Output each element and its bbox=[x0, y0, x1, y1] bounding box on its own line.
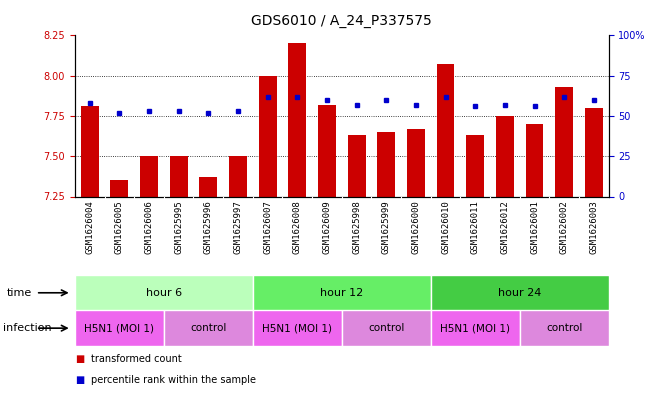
Text: control: control bbox=[546, 323, 583, 333]
Bar bbox=[140, 156, 158, 196]
Text: GSM1626011: GSM1626011 bbox=[471, 200, 480, 254]
Text: GSM1626010: GSM1626010 bbox=[441, 200, 450, 254]
Bar bbox=[431, 275, 609, 310]
Text: GSM1626003: GSM1626003 bbox=[589, 200, 598, 254]
Bar bbox=[75, 275, 253, 310]
Text: GSM1626001: GSM1626001 bbox=[530, 200, 539, 254]
Text: percentile rank within the sample: percentile rank within the sample bbox=[91, 375, 256, 385]
Text: GSM1625997: GSM1625997 bbox=[234, 200, 242, 254]
Bar bbox=[466, 135, 484, 196]
Bar bbox=[342, 310, 431, 346]
Text: GSM1625995: GSM1625995 bbox=[174, 200, 183, 254]
Text: hour 6: hour 6 bbox=[146, 288, 182, 298]
Text: ■: ■ bbox=[75, 354, 84, 364]
Text: GSM1626009: GSM1626009 bbox=[322, 200, 331, 254]
Bar bbox=[229, 156, 247, 196]
Text: H5N1 (MOI 1): H5N1 (MOI 1) bbox=[85, 323, 154, 333]
Bar bbox=[75, 310, 164, 346]
Bar bbox=[170, 156, 187, 196]
Bar bbox=[525, 124, 544, 196]
Text: GSM1625998: GSM1625998 bbox=[352, 200, 361, 254]
Text: GSM1625999: GSM1625999 bbox=[381, 200, 391, 254]
Bar bbox=[81, 106, 98, 196]
Text: control: control bbox=[190, 323, 227, 333]
Bar bbox=[585, 108, 603, 196]
Text: GSM1626006: GSM1626006 bbox=[145, 200, 154, 254]
Bar bbox=[555, 87, 573, 196]
Text: GSM1626000: GSM1626000 bbox=[411, 200, 421, 254]
Text: H5N1 (MOI 1): H5N1 (MOI 1) bbox=[262, 323, 332, 333]
Text: hour 24: hour 24 bbox=[498, 288, 542, 298]
Bar bbox=[164, 310, 253, 346]
Text: GSM1626008: GSM1626008 bbox=[293, 200, 302, 254]
Text: GSM1626002: GSM1626002 bbox=[560, 200, 569, 254]
Bar bbox=[431, 310, 519, 346]
Text: GSM1626007: GSM1626007 bbox=[263, 200, 272, 254]
Text: ■: ■ bbox=[75, 375, 84, 385]
Bar bbox=[437, 64, 454, 196]
Bar bbox=[199, 177, 217, 196]
Bar bbox=[348, 135, 365, 196]
Text: H5N1 (MOI 1): H5N1 (MOI 1) bbox=[440, 323, 510, 333]
Text: GDS6010 / A_24_P337575: GDS6010 / A_24_P337575 bbox=[251, 13, 432, 28]
Bar bbox=[519, 310, 609, 346]
Text: GSM1626005: GSM1626005 bbox=[115, 200, 124, 254]
Text: GSM1625996: GSM1625996 bbox=[204, 200, 213, 254]
Text: GSM1626004: GSM1626004 bbox=[85, 200, 94, 254]
Text: time: time bbox=[7, 288, 32, 298]
Text: control: control bbox=[368, 323, 404, 333]
Bar bbox=[496, 116, 514, 196]
Bar bbox=[378, 132, 395, 196]
Bar bbox=[111, 180, 128, 196]
Bar bbox=[258, 75, 277, 196]
Bar bbox=[253, 310, 342, 346]
Text: infection: infection bbox=[3, 323, 52, 333]
Bar bbox=[407, 129, 425, 196]
Text: hour 12: hour 12 bbox=[320, 288, 363, 298]
Text: GSM1626012: GSM1626012 bbox=[501, 200, 509, 254]
Bar bbox=[318, 105, 336, 196]
Bar bbox=[288, 44, 306, 196]
Text: transformed count: transformed count bbox=[91, 354, 182, 364]
Bar bbox=[253, 275, 431, 310]
